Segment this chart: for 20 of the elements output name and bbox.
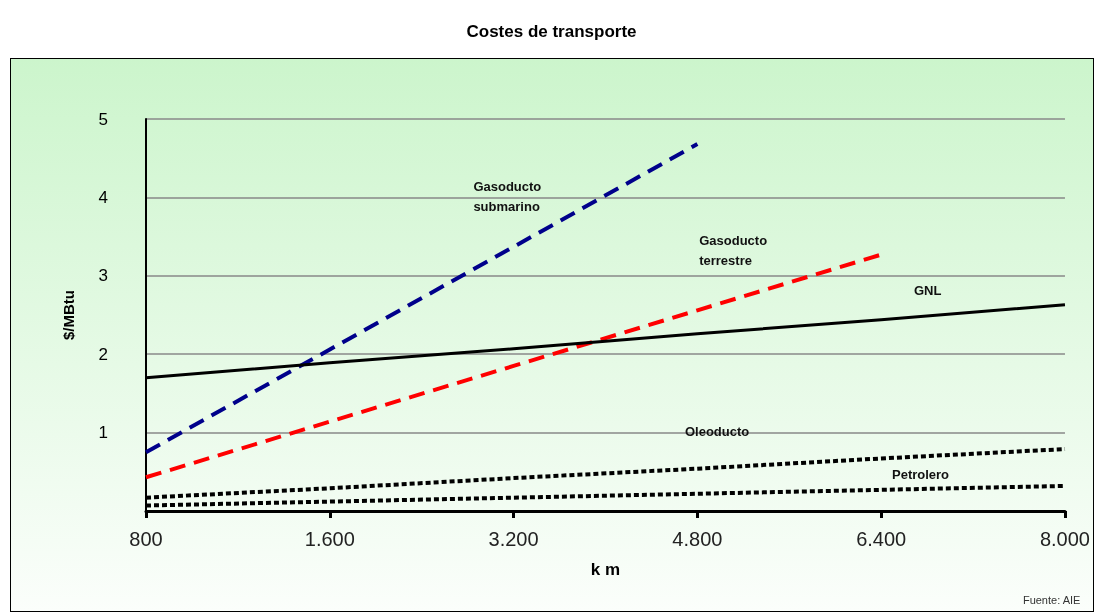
x-tick-label: 6.400 <box>856 528 907 550</box>
y-tick-label: 3 <box>98 266 108 286</box>
y-tick-label: 2 <box>98 344 108 364</box>
x-tick-label: 1.600 <box>304 528 355 550</box>
source-note: Fuente: AIE <box>1022 593 1081 606</box>
x-tick-label: 3.200 <box>488 528 539 550</box>
y-tick-label: 4 <box>98 187 108 207</box>
text: Oleoducto <box>684 423 750 439</box>
x-tick-label: 8.000 <box>1039 528 1091 550</box>
y-tick-label: 5 <box>98 109 108 129</box>
series-label: Gasoducto submarino <box>473 178 542 214</box>
x-axis-title: k m <box>590 560 621 579</box>
y-axis-title: $/MBtu <box>60 290 77 340</box>
series-label: GNL <box>913 283 942 299</box>
x-tick-label: 4.800 <box>672 528 723 550</box>
y-tick-label: 1 <box>98 423 108 443</box>
series-label: Petrolero <box>891 467 950 483</box>
series-label: Gasoducto terrestre <box>699 233 768 269</box>
chart-title: Costes de transporte <box>465 22 638 42</box>
x-tick-label: 800 <box>129 528 163 550</box>
